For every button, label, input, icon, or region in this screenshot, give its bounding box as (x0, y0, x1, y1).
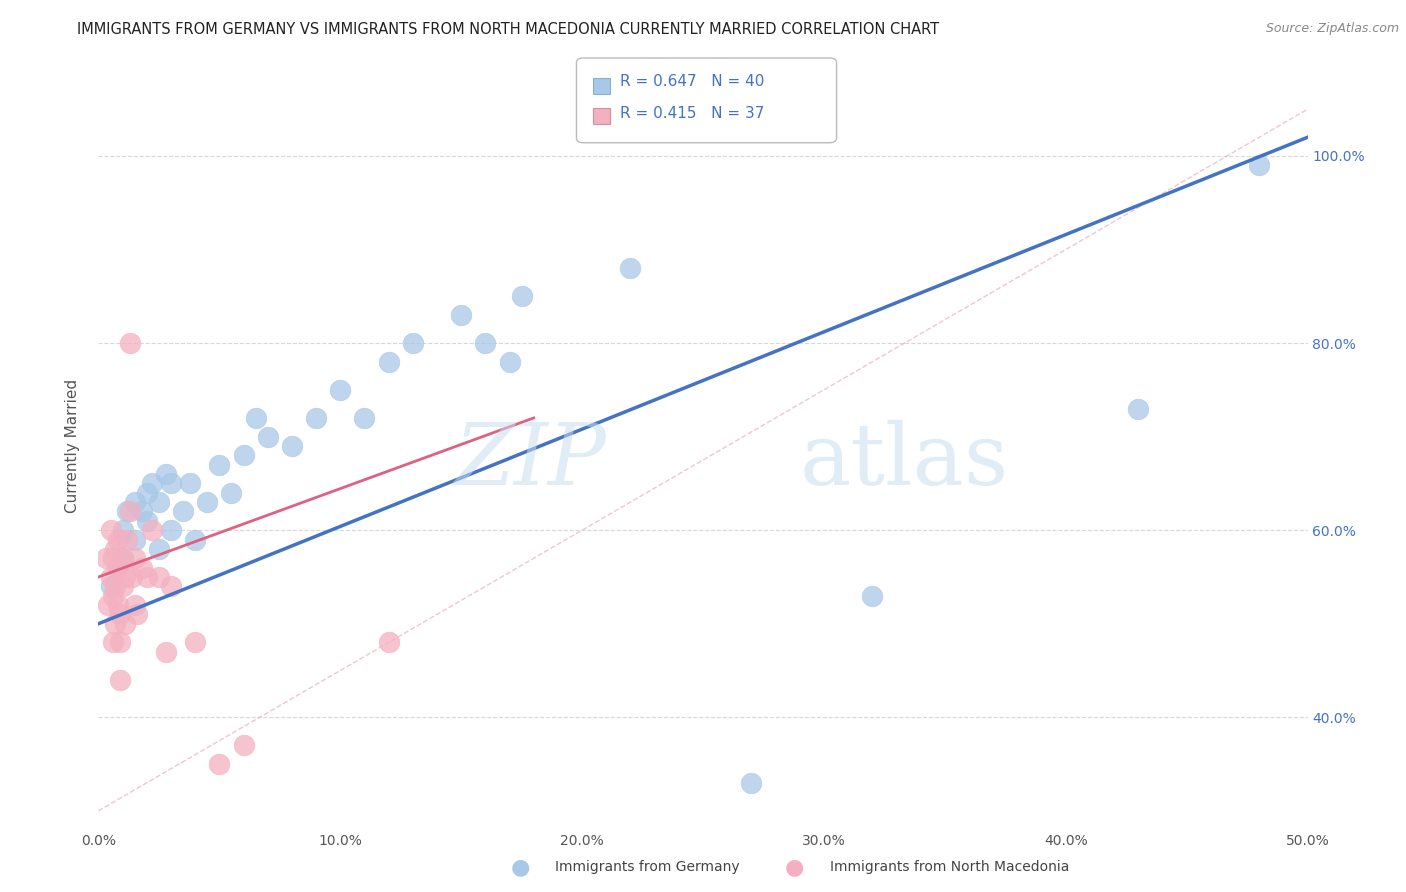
Point (108, 635, 131, 649)
Point (114, 616, 136, 631)
Point (195, 495, 218, 509)
Point (232, 448, 254, 462)
Point (160, 579, 183, 593)
Point (111, 551, 134, 566)
Text: R = 0.647   N = 40: R = 0.647 N = 40 (620, 74, 765, 88)
Y-axis label: Currently Married: Currently Married (65, 379, 80, 513)
Point (131, 560, 153, 574)
Text: Immigrants from North Macedonia: Immigrants from North Macedonia (830, 860, 1069, 874)
Point (101, 635, 124, 649)
Point (111, 523, 134, 537)
Point (221, 485, 243, 500)
Point (402, 336, 425, 351)
Point (131, 504, 153, 518)
Point (377, 355, 399, 369)
Text: ●: ● (510, 857, 530, 877)
Point (160, 523, 183, 537)
Point (160, 476, 183, 491)
Point (329, 383, 352, 397)
Point (208, 757, 231, 772)
Text: Source: ZipAtlas.com: Source: ZipAtlas.com (1265, 22, 1399, 36)
Point (148, 570, 170, 584)
Point (121, 570, 143, 584)
Point (108, 607, 131, 622)
Point (450, 308, 472, 322)
Point (184, 533, 207, 547)
Text: atlas: atlas (800, 420, 1010, 503)
Point (107, 560, 129, 574)
Point (118, 504, 141, 518)
Point (117, 533, 139, 547)
Point (474, 336, 496, 351)
Point (111, 579, 134, 593)
Point (232, 739, 254, 753)
Point (108, 673, 131, 687)
Text: Immigrants from Germany: Immigrants from Germany (555, 860, 740, 874)
Point (135, 514, 157, 528)
Text: ●: ● (785, 857, 804, 877)
Point (353, 411, 375, 425)
Point (172, 504, 194, 518)
Point (740, 776, 762, 790)
Point (281, 439, 304, 453)
Point (104, 579, 127, 593)
Point (114, 570, 136, 584)
Point (510, 289, 533, 303)
Point (107, 598, 129, 612)
Point (135, 485, 157, 500)
Point (101, 551, 124, 566)
Point (127, 607, 149, 622)
Point (101, 589, 124, 603)
Point (124, 533, 146, 547)
Point (155, 467, 177, 481)
Point (94, 551, 117, 566)
Point (148, 495, 170, 509)
Point (1128, 401, 1150, 416)
Text: ZIP: ZIP (454, 420, 606, 503)
Point (179, 476, 201, 491)
Point (245, 411, 267, 425)
Point (118, 336, 141, 351)
Point (104, 541, 127, 556)
Point (100, 579, 122, 593)
Point (100, 523, 122, 537)
Point (124, 598, 146, 612)
Point (256, 430, 278, 444)
Point (619, 261, 641, 276)
Point (104, 616, 127, 631)
Point (111, 551, 134, 566)
Text: R = 0.415   N = 37: R = 0.415 N = 37 (620, 106, 765, 120)
Point (97, 598, 120, 612)
Point (135, 570, 157, 584)
Point (124, 551, 146, 566)
Point (107, 560, 129, 574)
Point (100, 570, 122, 584)
Point (155, 645, 177, 659)
Point (377, 635, 399, 649)
Point (141, 523, 163, 537)
Point (498, 355, 520, 369)
Point (107, 533, 129, 547)
Point (124, 495, 146, 509)
Point (117, 504, 139, 518)
Point (1249, 158, 1271, 172)
Point (305, 411, 328, 425)
Text: IMMIGRANTS FROM GERMANY VS IMMIGRANTS FROM NORTH MACEDONIA CURRENTLY MARRIED COR: IMMIGRANTS FROM GERMANY VS IMMIGRANTS FR… (77, 22, 939, 37)
Point (184, 635, 207, 649)
Point (148, 541, 170, 556)
Point (860, 589, 883, 603)
Point (141, 476, 163, 491)
Point (208, 458, 231, 472)
